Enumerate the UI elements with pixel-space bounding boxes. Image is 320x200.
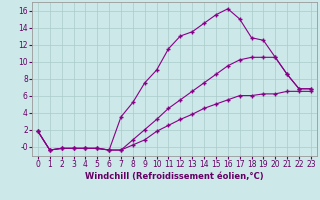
X-axis label: Windchill (Refroidissement éolien,°C): Windchill (Refroidissement éolien,°C) [85, 172, 264, 181]
